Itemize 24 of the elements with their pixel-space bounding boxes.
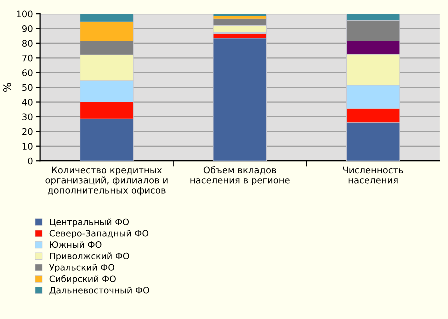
legend-label: Южный ФО	[50, 241, 102, 248]
y-tick-label: 60	[22, 70, 33, 76]
y-tick-label: 0	[28, 158, 33, 165]
legend-label: Уральский ФО	[50, 264, 115, 273]
y-tick-label: 90	[22, 25, 33, 32]
y-tick-label: 70	[22, 54, 33, 62]
legend-label: Приволжский ФО	[50, 252, 130, 262]
y-tick-label: 10	[22, 143, 33, 150]
legend-label: Северо-Западный ФО	[50, 230, 149, 238]
y-tick-label: 80	[22, 40, 33, 48]
y-tick-label: 20	[22, 128, 33, 136]
bar	[213, 38, 268, 162]
x-tick-label: Количество кредитных организаций, филиалов и дополнительных офисов	[46, 166, 168, 196]
x-tick-label: Численность населения	[343, 166, 404, 184]
y-tick-label: 50	[22, 84, 33, 92]
x-tick-label: Объем вкладов населения в регионе	[190, 166, 290, 186]
y-axis-title: %	[3, 83, 12, 92]
y-tick-label: 30	[22, 114, 33, 121]
legend-label: Дальневосточный ФО	[50, 286, 150, 295]
y-tick-label: 100	[17, 10, 33, 18]
bar	[213, 14, 268, 17]
y-tick-label: 40	[22, 99, 33, 106]
legend-label: Сибирский ФО	[50, 275, 116, 284]
legend-label: Центральный ФО	[50, 218, 130, 228]
